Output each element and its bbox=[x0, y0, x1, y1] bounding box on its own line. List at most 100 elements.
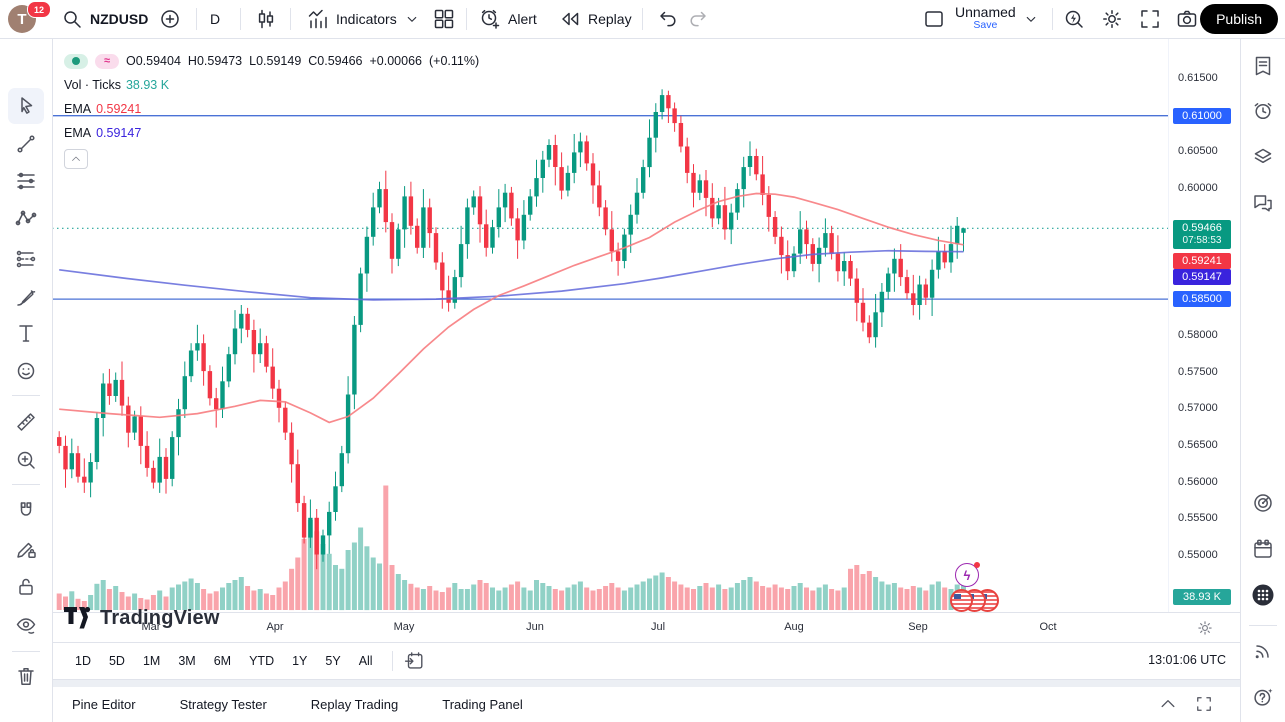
replay-label: Replay bbox=[588, 11, 632, 27]
range-ytd-button[interactable]: YTD bbox=[249, 654, 275, 668]
tool-magnet-icon[interactable] bbox=[14, 499, 38, 523]
panel-expand-icon[interactable] bbox=[1194, 694, 1214, 714]
snapshot-button[interactable] bbox=[1175, 0, 1199, 38]
quick-search-button[interactable] bbox=[1062, 0, 1086, 38]
right-sidebar bbox=[1240, 39, 1285, 722]
price-tick: 0.60000 bbox=[1178, 182, 1218, 195]
price-tick: 0.56000 bbox=[1178, 475, 1218, 488]
range-divider bbox=[391, 651, 393, 671]
watermark-text: TradingView bbox=[100, 606, 220, 629]
range-toolbar: 1D 5D 1M 3M 6M YTD 1Y 5Y All 13:01:06 UTC bbox=[52, 642, 1240, 679]
alert-clock-icon bbox=[478, 7, 502, 31]
layout-name-label: Unnamed bbox=[955, 4, 1016, 20]
legend-collapse-button[interactable] bbox=[64, 149, 88, 169]
time-axis[interactable]: Mar Apr May Jun Jul Aug Sep Oct bbox=[52, 612, 1240, 643]
time-axis-settings-icon[interactable] bbox=[1196, 619, 1214, 637]
volume-value: 38.93 K bbox=[125, 78, 170, 92]
range-all-button[interactable]: All bbox=[358, 654, 373, 668]
tool-fib-retracement-icon[interactable] bbox=[14, 169, 38, 193]
chart-area[interactable]: TradingView ϟ ≈ O0.59404 H0.59473 L0.59149… bbox=[52, 39, 1240, 722]
undo-button[interactable] bbox=[656, 0, 680, 38]
time-tick: Mar bbox=[141, 621, 161, 633]
indicators-label: Indicators bbox=[336, 11, 397, 27]
legend-ema1-row[interactable]: EMA 0.59241 bbox=[64, 97, 486, 121]
tool-brush-icon[interactable] bbox=[14, 285, 38, 309]
bolt-search-icon bbox=[1062, 7, 1086, 31]
range-5d-button[interactable]: 5D bbox=[108, 654, 125, 668]
sidebar-layers-icon[interactable] bbox=[1251, 144, 1275, 168]
price-tick: 0.58000 bbox=[1178, 328, 1218, 341]
top-toolbar: T 12 NZDUSD D Indicators Alert Replay bbox=[0, 0, 1285, 39]
tool-emoji-icon[interactable] bbox=[14, 359, 38, 383]
ohlc-token: O0.59404 bbox=[126, 54, 181, 68]
tab-replay-trading[interactable]: Replay Trading bbox=[310, 697, 399, 712]
replay-button[interactable]: Replay bbox=[558, 0, 632, 38]
publish-button[interactable]: Publish bbox=[1200, 4, 1278, 34]
chart-settings-button[interactable] bbox=[1100, 0, 1124, 38]
tool-draw-lock-icon[interactable] bbox=[14, 537, 38, 561]
price-tick: 0.60500 bbox=[1178, 145, 1218, 158]
compare-add-button[interactable] bbox=[158, 0, 182, 38]
range-1y-button[interactable]: 1Y bbox=[292, 654, 308, 668]
layout-name-menu[interactable]: Unnamed Save bbox=[955, 0, 1040, 38]
sidebar-watchlist-icon[interactable] bbox=[1251, 54, 1275, 78]
redo-icon bbox=[686, 7, 710, 31]
chevron-down-icon bbox=[1022, 10, 1040, 28]
ema2-value: 0.59147 bbox=[96, 126, 142, 140]
ohlc-token: H0.59473 bbox=[187, 54, 243, 68]
price-tick: 0.55000 bbox=[1178, 548, 1218, 561]
grid-templates-icon bbox=[432, 7, 456, 31]
symbol-search-button[interactable]: NZDUSD bbox=[60, 0, 148, 38]
range-1m-button[interactable]: 1M bbox=[142, 654, 161, 668]
indicators-button[interactable]: Indicators bbox=[306, 0, 421, 38]
price-axis[interactable]: 0.61500 0.60500 0.60000 0.58000 0.57500 0.570… bbox=[1168, 39, 1241, 612]
tab-strategy-tester[interactable]: Strategy Tester bbox=[179, 697, 267, 712]
range-3m-button[interactable]: 3M bbox=[178, 654, 196, 668]
tool-trendline-icon[interactable] bbox=[14, 132, 38, 156]
save-link[interactable]: Save bbox=[973, 19, 998, 31]
range-1d-button[interactable]: 1D bbox=[75, 654, 91, 668]
sidebar-calendar-icon[interactable] bbox=[1251, 537, 1275, 561]
chart-plot[interactable]: TradingView ϟ ≈ O0.59404 H0.59473 L0.59149… bbox=[52, 39, 1168, 629]
tool-zoom-in-icon[interactable] bbox=[14, 448, 38, 472]
fullscreen-button[interactable] bbox=[1138, 0, 1162, 38]
price-badge: 0.61000 bbox=[1173, 108, 1231, 124]
gear-icon bbox=[1100, 7, 1124, 31]
volume-label: Vol · Ticks bbox=[64, 78, 121, 92]
delayed-data-icon: ≈ bbox=[95, 53, 119, 69]
ohlc-token: C0.59466 bbox=[308, 54, 363, 68]
range-6m-button[interactable]: 6M bbox=[213, 654, 232, 668]
sidebar-help-icon[interactable] bbox=[1251, 685, 1275, 709]
layout-button[interactable] bbox=[922, 0, 946, 38]
sidebar-radar-icon[interactable] bbox=[1251, 491, 1275, 515]
tool-xabcd-pattern-icon[interactable] bbox=[14, 207, 38, 231]
tool-forecast-icon[interactable] bbox=[14, 247, 38, 271]
clock-utc[interactable]: 13:01:06 UTC bbox=[1148, 653, 1226, 667]
indicator-templates-button[interactable] bbox=[432, 0, 456, 38]
range-5y-button[interactable]: 5Y bbox=[325, 654, 341, 668]
sidebar-alerts-icon[interactable] bbox=[1251, 99, 1275, 123]
tool-ruler-icon[interactable] bbox=[14, 410, 38, 434]
tool-trash-icon[interactable] bbox=[14, 664, 38, 688]
tab-trading-panel[interactable]: Trading Panel bbox=[442, 697, 523, 712]
alert-button[interactable]: Alert bbox=[478, 0, 537, 38]
legend-main-row[interactable]: ≈ O0.59404 H0.59473 L0.59149 C0.59466 +0.000… bbox=[64, 49, 486, 73]
goto-date-icon[interactable] bbox=[403, 650, 425, 672]
tab-pine-editor[interactable]: Pine Editor bbox=[72, 697, 136, 712]
tool-lock-all-icon[interactable] bbox=[14, 575, 38, 599]
candlestick-chart bbox=[52, 89, 1168, 611]
toolbar-divider bbox=[12, 651, 40, 652]
legend-volume-row[interactable]: Vol · Ticks 38.93 K bbox=[64, 73, 486, 97]
tool-text-tool-icon[interactable] bbox=[14, 321, 38, 345]
sidebar-broadcast-icon[interactable] bbox=[1251, 639, 1275, 663]
tool-cursor-icon[interactable] bbox=[8, 88, 44, 124]
legend-ema2-row[interactable]: EMA 0.59147 bbox=[64, 121, 486, 145]
interval-button[interactable]: D bbox=[210, 0, 220, 38]
sidebar-apps-icon[interactable] bbox=[1251, 583, 1275, 607]
redo-button[interactable] bbox=[686, 0, 710, 38]
chart-style-button[interactable] bbox=[254, 0, 278, 38]
replay-rewind-icon bbox=[558, 7, 582, 31]
panel-collapse-icon[interactable] bbox=[1158, 694, 1178, 714]
sidebar-chat-icon[interactable] bbox=[1251, 191, 1275, 215]
tool-hide-drawings-icon[interactable] bbox=[14, 613, 38, 637]
